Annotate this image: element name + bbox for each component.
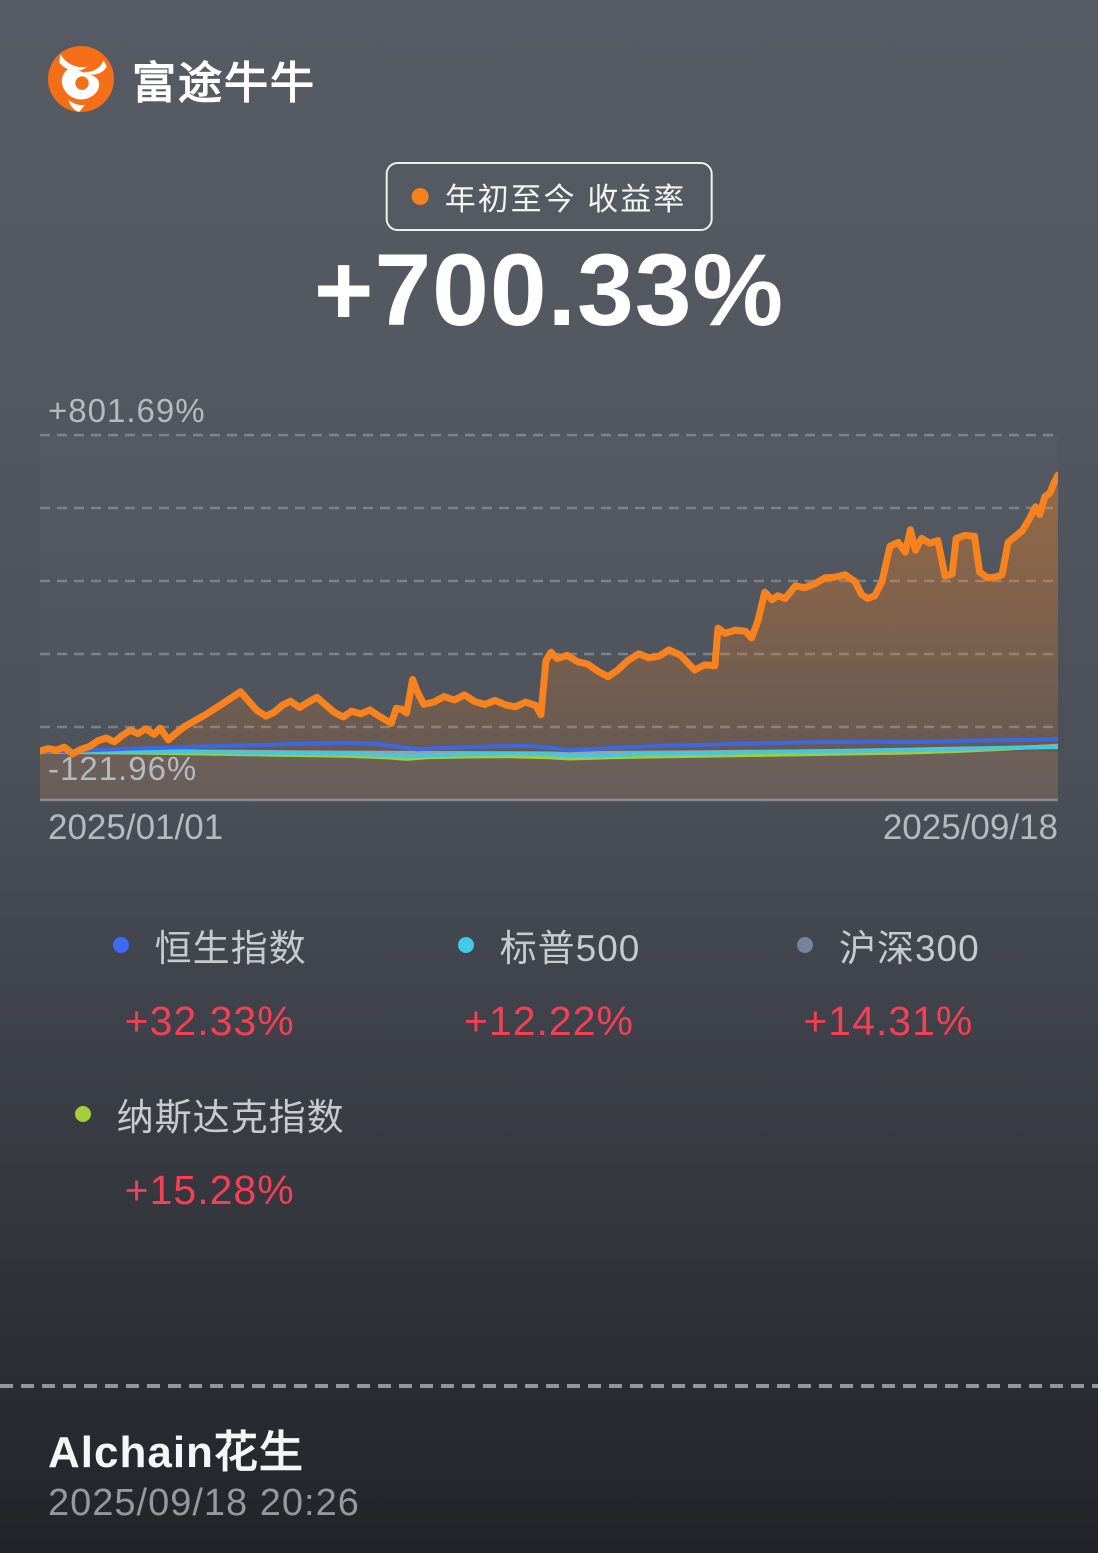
nasdaq-name: 纳斯达克指数 [116,1097,345,1138]
y-axis-max-label: +801.69% [48,392,206,429]
sp500-name: 标普500 [499,928,641,969]
sp500-return: +12.22% [463,998,634,1044]
y-axis-min-label: -121.96% [48,750,198,787]
share-timestamp: 2025/09/18 20:26 [48,1482,360,1524]
nasdaq-dot-icon [74,1106,91,1122]
badge-orange-dot-icon [411,188,429,205]
legend-item-hsi-header: 恒生指数 [112,918,307,972]
futu-bull-logo-icon [48,46,114,112]
sp500-dot-icon [457,937,474,953]
legend-item-nasdaq: 纳斯达克指数 +15.28% [40,1087,379,1214]
x-axis-end-date: 2025/09/18 [882,808,1058,847]
benchmark-legend: 恒生指数 +32.33% 标普500 +12.22% 沪深300 +14.31%… [40,918,1058,1214]
app-name: 富途牛牛 [132,59,316,108]
dashed-divider [0,1384,1098,1388]
legend-item-csi300-header: 沪深300 [796,918,980,972]
csi300-name: 沪深300 [838,928,980,969]
metric-badge: 年初至今 收益率 [385,162,713,231]
hsi-name: 恒生指数 [154,928,307,969]
total-return-value: +700.33% [313,233,785,347]
legend-item-hsi: 恒生指数 +32.33% [40,918,379,1045]
x-axis-start-date: 2025/01/01 [48,808,224,847]
username: Alchain花生 [48,1428,304,1477]
legend-item-nasdaq-header: 纳斯达克指数 [74,1087,345,1141]
badge-label: 年初至今 收益率 [444,182,687,217]
csi300-return: +14.31% [803,998,974,1044]
legend-item-sp500-header: 标普500 [457,918,641,972]
legend-item-csi300: 沪深300 +14.31% [719,918,1058,1045]
header: 富途牛牛 [48,46,316,112]
hsi-return: +32.33% [124,998,295,1044]
hsi-dot-icon [112,937,129,953]
nasdaq-return: +15.28% [124,1167,295,1213]
performance-line-chart [40,433,1058,802]
csi300-dot-icon [796,937,813,953]
x-axis-labels: 2025/01/01 2025/09/18 [48,808,1058,848]
legend-item-sp500: 标普500 +12.22% [379,918,718,1045]
